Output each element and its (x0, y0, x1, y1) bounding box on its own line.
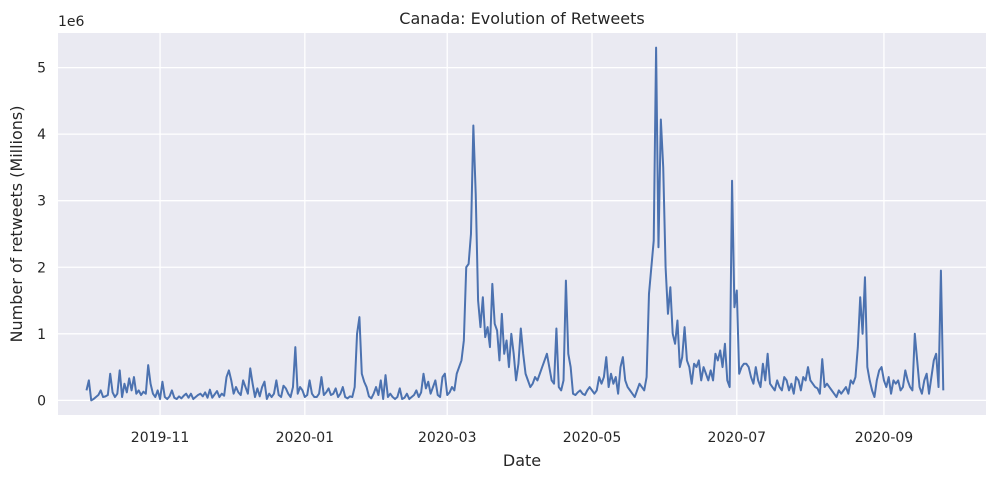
x-gridlines (159, 33, 885, 415)
x-tick-labels: 2019-11 2020-01 2020-03 2020-05 2020-07 2020-… (131, 430, 913, 446)
y-gridlines (58, 66, 986, 402)
x-tick-label: 2020-09 (855, 430, 914, 446)
x-tick-label: 2019-11 (131, 430, 190, 446)
y-tick-label: 4 (37, 127, 46, 143)
x-axis-label: Date (503, 451, 541, 470)
plot-background (58, 33, 986, 415)
chart-title: Canada: Evolution of Retweets (399, 9, 644, 28)
x-tick-label: 2020-05 (563, 430, 622, 446)
x-tick-label: 2020-07 (708, 430, 767, 446)
retweets-series-line (85, 46, 945, 402)
x-tick-label: 2020-01 (276, 430, 335, 446)
x-tick-label: 2020-03 (418, 430, 477, 446)
y-tick-label: 1 (37, 327, 46, 343)
y-tick-labels: 0 1 2 3 4 5 (37, 61, 46, 410)
y-tick-label: 0 (37, 393, 46, 409)
y-tick-label: 3 (37, 194, 46, 210)
y-tick-label: 5 (37, 61, 46, 77)
y-axis-label: Number of retweets (Millions) (7, 105, 26, 342)
y-offset-label: 1e6 (58, 14, 85, 30)
y-tick-label: 2 (37, 260, 46, 276)
